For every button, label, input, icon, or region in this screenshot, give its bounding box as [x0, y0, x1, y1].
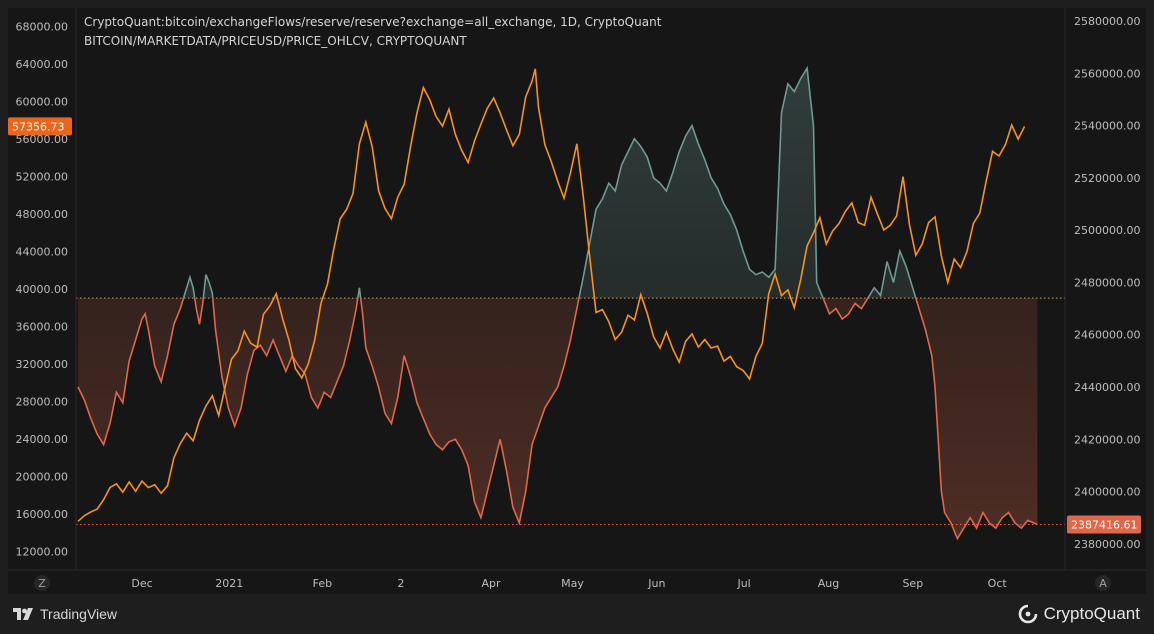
right-tick-label: 2540000.00: [1074, 120, 1140, 133]
chart-frame: 68000.00 64000.00 60000.00 56000.00 52000.00…: [8, 8, 1146, 594]
left-tick-label: 64000.00: [16, 58, 69, 71]
x-tick-label: Apr: [482, 577, 502, 590]
series-layer: [77, 65, 1038, 541]
x-tick-label: Jun: [647, 577, 665, 590]
x-tick-label: 2021: [215, 577, 243, 590]
tradingview-brand[interactable]: TradingView: [12, 606, 117, 622]
reserve-fill-above: [78, 68, 1038, 299]
x-axis[interactable]: Dec 2021 Feb 2 Apr May Jun Jul Aug Sep Oct: [131, 577, 1007, 590]
x-tick-label: 2: [397, 577, 404, 590]
scale-button-left[interactable]: Z: [34, 575, 50, 591]
scale-button-right-label[interactable]: A: [1099, 577, 1107, 590]
x-tick-label: May: [561, 577, 584, 590]
scale-button-left-label[interactable]: Z: [38, 577, 46, 590]
right-tick-label: 2480000.00: [1074, 276, 1140, 289]
footer: TradingView CryptoQuant: [0, 596, 1154, 634]
reserve-line-below: [77, 298, 1038, 541]
reserve-value-badge: 2387416.61: [1067, 515, 1141, 534]
x-tick-label: Oct: [988, 577, 1008, 590]
right-tick-label: 2580000.00: [1074, 15, 1140, 28]
reserve-badge-label: 2387416.61: [1071, 518, 1137, 531]
right-tick-label: 2420000.00: [1074, 433, 1140, 446]
left-tick-label: 20000.00: [16, 470, 69, 483]
right-tick-label: 2440000.00: [1074, 381, 1140, 394]
right-tick-label: 2380000.00: [1074, 538, 1140, 551]
reserve-fill-below: [78, 298, 1038, 539]
right-axis[interactable]: 2580000.00 2560000.00 2540000.00 2520000.00…: [1074, 15, 1140, 551]
price-badge-label: 57356.73: [12, 120, 65, 133]
chart-title-line-1: CryptoQuant:bitcoin/exchangeFlows/reserv…: [84, 15, 662, 29]
left-tick-label: 52000.00: [16, 171, 69, 184]
price-value-badge: 57356.73: [8, 117, 72, 136]
x-tick-label: Sep: [902, 577, 923, 590]
x-tick-label: Jul: [736, 577, 750, 590]
left-tick-label: 12000.00: [16, 545, 69, 558]
tradingview-wordmark: TradingView: [40, 606, 118, 622]
right-tick-label: 2560000.00: [1074, 67, 1140, 80]
left-tick-label: 68000.00: [16, 21, 69, 34]
right-tick-label: 2520000.00: [1074, 172, 1140, 185]
scale-button-right[interactable]: A: [1095, 575, 1111, 591]
left-tick-label: 16000.00: [16, 508, 69, 521]
left-tick-label: 56000.00: [16, 133, 69, 146]
chart-svg: 68000.00 64000.00 60000.00 56000.00 52000.00…: [8, 8, 1146, 591]
x-tick-label: Aug: [818, 577, 839, 590]
tradingview-logo-icon: [13, 608, 33, 620]
x-tick-label: Dec: [131, 577, 152, 590]
left-tick-label: 24000.00: [16, 433, 69, 446]
right-tick-label: 2500000.00: [1074, 224, 1140, 237]
cryptoquant-brand: CryptoQuant: [1018, 604, 1140, 624]
left-axis[interactable]: 68000.00 64000.00 60000.00 56000.00 52000.00…: [16, 21, 69, 559]
right-tick-label: 2400000.00: [1074, 486, 1140, 499]
left-tick-label: 40000.00: [16, 283, 69, 296]
reserve-fill: [78, 68, 1038, 539]
reserve-line-above: [182, 65, 917, 299]
left-tick-label: 28000.00: [16, 395, 69, 408]
price-line: [77, 68, 1026, 522]
left-tick-label: 36000.00: [16, 320, 69, 333]
left-tick-label: 44000.00: [16, 246, 69, 259]
price-badge-bg: [8, 117, 72, 136]
x-tick-label: Feb: [313, 577, 332, 590]
left-tick-label: 32000.00: [16, 358, 69, 371]
cryptoquant-wordmark: CryptoQuant: [1043, 604, 1140, 623]
reserve-badge-bg: [1067, 515, 1141, 534]
left-tick-label: 60000.00: [16, 96, 69, 109]
chart-title-line-2: BITCOIN/MARKETDATA/PRICEUSD/PRICE_OHLCV,…: [84, 34, 467, 48]
left-tick-label: 48000.00: [16, 208, 69, 221]
cryptoquant-logo-icon: [1018, 604, 1038, 624]
right-tick-label: 2460000.00: [1074, 329, 1140, 342]
